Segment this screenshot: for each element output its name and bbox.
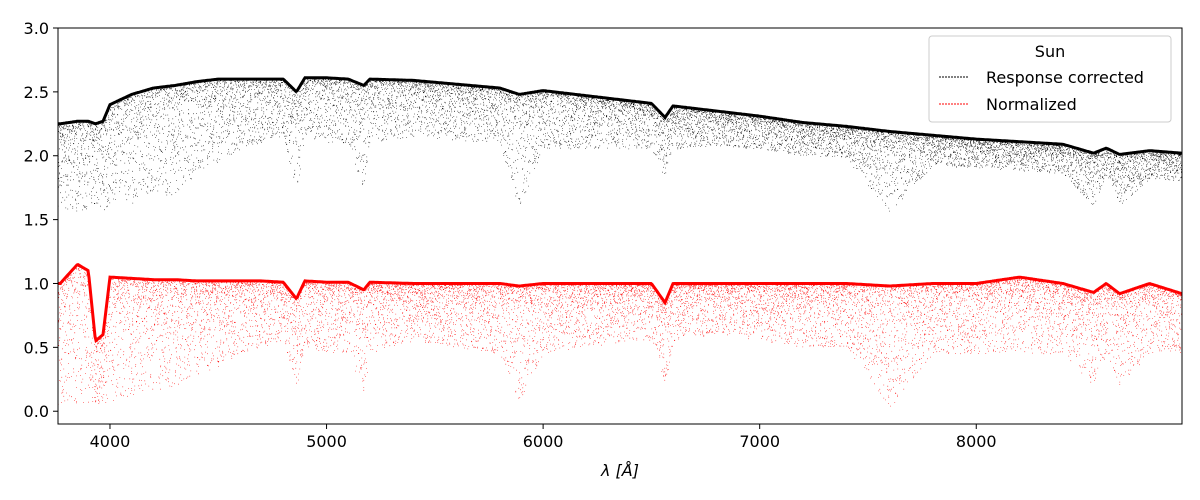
x-tick-label: 7000 bbox=[739, 432, 780, 451]
legend-title: Sun bbox=[1035, 42, 1065, 61]
plot-area bbox=[58, 76, 1182, 407]
y-tick-label: 1.0 bbox=[24, 274, 49, 293]
legend-entry-response-corrected: Response corrected bbox=[986, 68, 1144, 87]
legend: Sun Response corrected Normalized bbox=[928, 35, 1172, 123]
y-tick-label: 2.5 bbox=[24, 83, 49, 102]
legend-box bbox=[928, 35, 1172, 123]
series-layer bbox=[58, 76, 1182, 407]
y-tick-label: 0.0 bbox=[24, 402, 49, 421]
plot-frame bbox=[57, 27, 1183, 425]
x-tick-label: 4000 bbox=[90, 432, 131, 451]
x-tick-label: 6000 bbox=[523, 432, 564, 451]
y-tick-label: 1.5 bbox=[24, 211, 49, 230]
series-normalized bbox=[58, 262, 1182, 407]
x-axis: 4000 5000 6000 7000 8000 bbox=[90, 424, 997, 451]
x-tick-label: 5000 bbox=[306, 432, 347, 451]
x-tick-label: 8000 bbox=[956, 432, 997, 451]
y-tick-label: 2.0 bbox=[24, 147, 49, 166]
legend-entry-normalized: Normalized bbox=[986, 95, 1077, 114]
y-tick-label: 0.5 bbox=[24, 338, 49, 357]
x-axis-label: λ [Å] bbox=[600, 461, 639, 480]
y-tick-label: 3.0 bbox=[24, 19, 49, 38]
y-axis: 0.0 0.5 1.0 1.5 2.0 2.5 3.0 bbox=[24, 19, 58, 421]
